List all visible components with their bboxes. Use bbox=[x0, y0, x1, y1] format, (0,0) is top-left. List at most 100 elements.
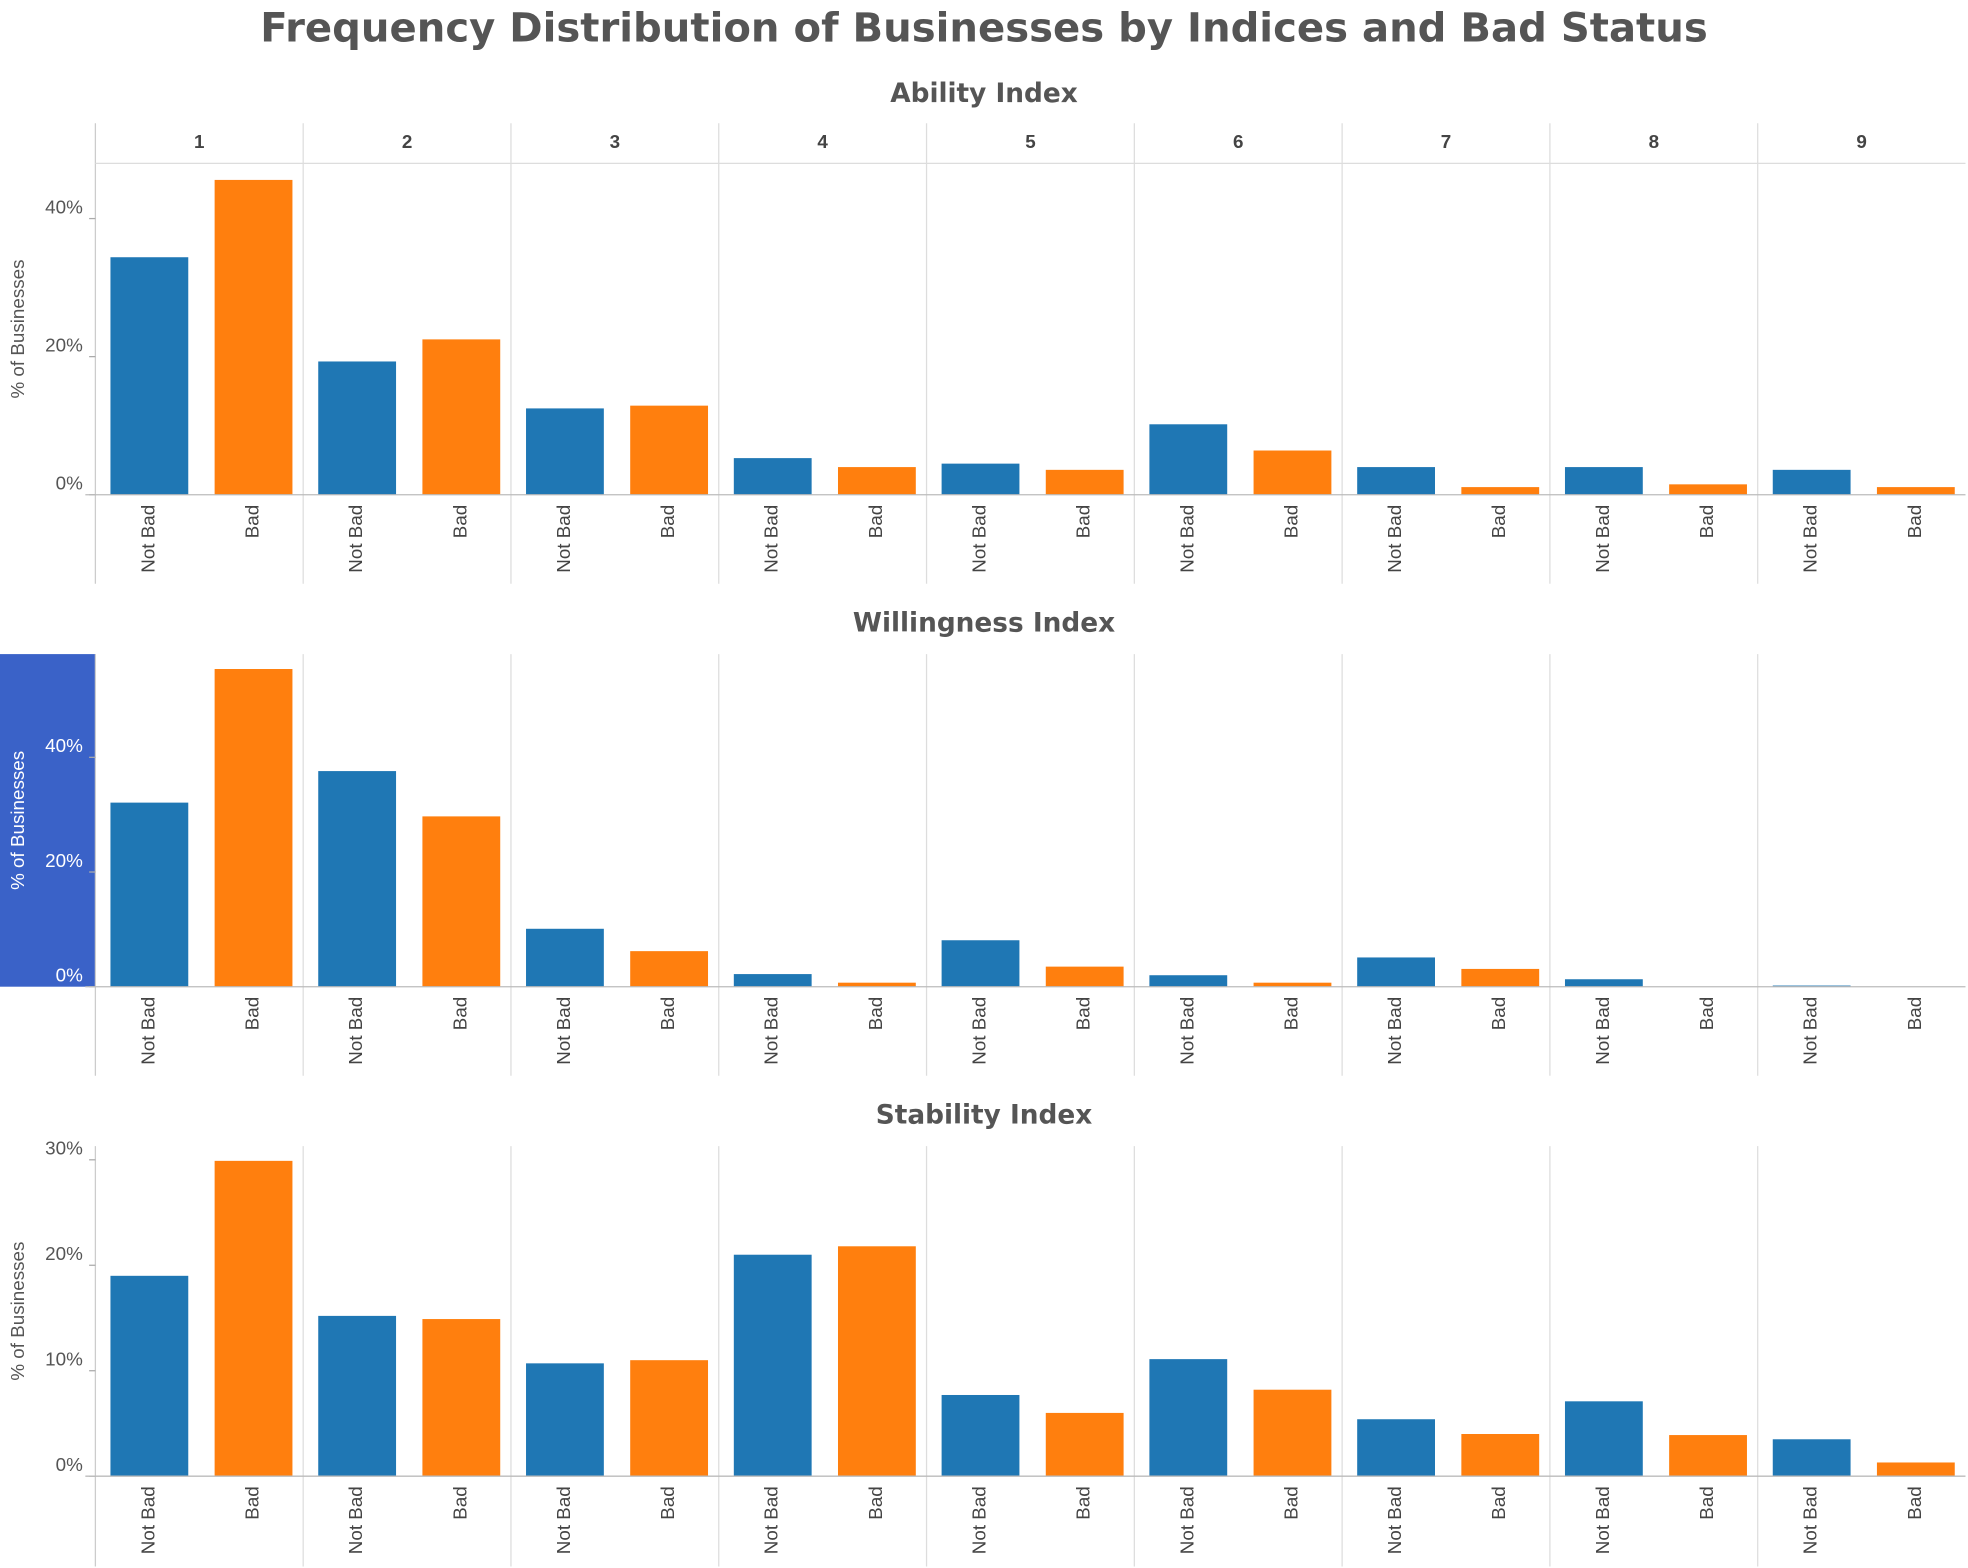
y-axis-title: % of Businesses bbox=[7, 1242, 28, 1381]
bar bbox=[837, 982, 916, 987]
bar bbox=[630, 1360, 709, 1477]
y-tick-label: 20% bbox=[45, 335, 83, 356]
facet-label: 4 bbox=[817, 131, 828, 152]
bar bbox=[941, 1394, 1020, 1477]
y-tick-label: 0% bbox=[56, 473, 83, 494]
y-tick-label: 20% bbox=[45, 1243, 83, 1264]
category-label: Bad bbox=[241, 997, 262, 1030]
category-label: Not Bad bbox=[1384, 997, 1405, 1065]
category-label: Bad bbox=[1488, 997, 1509, 1030]
facet-label: 5 bbox=[1025, 131, 1035, 152]
category-label: Bad bbox=[1696, 1486, 1717, 1519]
bar bbox=[318, 771, 397, 987]
category-label: Not Bad bbox=[553, 997, 574, 1065]
bar bbox=[1045, 469, 1124, 495]
bar bbox=[1461, 1434, 1540, 1477]
bar bbox=[1045, 1412, 1124, 1477]
category-label: Bad bbox=[1073, 997, 1094, 1030]
bar bbox=[733, 1254, 812, 1477]
bar bbox=[1357, 467, 1435, 495]
main-title: Frequency Distribution of Businesses by … bbox=[260, 5, 1707, 51]
bar bbox=[1045, 966, 1124, 987]
bar bbox=[1669, 1435, 1747, 1477]
bar bbox=[837, 1246, 916, 1477]
category-label: Not Bad bbox=[345, 997, 366, 1065]
category-label: Bad bbox=[241, 1486, 262, 1519]
category-label: Bad bbox=[1904, 505, 1925, 538]
bar bbox=[526, 408, 604, 495]
bar bbox=[630, 405, 709, 495]
y-axis-title: % of Businesses bbox=[7, 259, 28, 398]
category-label: Bad bbox=[1280, 505, 1301, 538]
facet-label: 6 bbox=[1233, 131, 1243, 152]
bar bbox=[1149, 1359, 1228, 1477]
facet-label: 3 bbox=[610, 131, 620, 152]
y-tick-label: 40% bbox=[45, 197, 83, 218]
category-label: Bad bbox=[1904, 1486, 1925, 1519]
y-tick-label: 10% bbox=[45, 1349, 83, 1370]
bar bbox=[733, 974, 812, 987]
chart-subtitle: Stability Index bbox=[876, 1100, 1093, 1130]
bar bbox=[318, 361, 397, 495]
category-label: Bad bbox=[1280, 997, 1301, 1030]
bar bbox=[1461, 487, 1540, 495]
category-label: Bad bbox=[657, 997, 678, 1030]
category-label: Bad bbox=[449, 1486, 470, 1519]
category-label: Bad bbox=[657, 1486, 678, 1519]
category-label: Not Bad bbox=[137, 505, 158, 573]
bar bbox=[630, 951, 709, 987]
facet-label: 7 bbox=[1441, 131, 1451, 152]
category-label: Bad bbox=[1696, 997, 1717, 1030]
bar bbox=[1357, 1419, 1435, 1477]
category-label: Not Bad bbox=[1800, 1486, 1821, 1554]
bar bbox=[1149, 975, 1228, 987]
bar bbox=[1253, 1389, 1332, 1477]
bar bbox=[1669, 484, 1747, 495]
bar bbox=[837, 467, 916, 495]
category-label: Not Bad bbox=[345, 505, 366, 573]
bar bbox=[1149, 424, 1228, 495]
y-tick-label: 0% bbox=[56, 1454, 83, 1475]
category-label: Not Bad bbox=[968, 505, 989, 573]
category-label: Bad bbox=[865, 997, 886, 1030]
chart-subtitle: Ability Index bbox=[890, 79, 1078, 109]
bar bbox=[214, 669, 293, 987]
bar bbox=[110, 802, 189, 987]
chart-subtitle: Willingness Index bbox=[853, 608, 1115, 638]
y-tick-label: 0% bbox=[56, 965, 83, 986]
category-label: Bad bbox=[1280, 1486, 1301, 1519]
y-tick-label: 30% bbox=[45, 1138, 83, 1159]
category-label: Not Bad bbox=[345, 1486, 366, 1554]
bar bbox=[1564, 467, 1643, 495]
facet-label: 9 bbox=[1856, 131, 1866, 152]
category-label: Not Bad bbox=[137, 1486, 158, 1554]
category-label: Not Bad bbox=[1592, 505, 1613, 573]
bar bbox=[1461, 968, 1540, 987]
bar bbox=[526, 928, 604, 987]
bar bbox=[941, 463, 1020, 495]
category-label: Not Bad bbox=[761, 997, 782, 1065]
bar bbox=[1564, 1401, 1643, 1477]
category-label: Not Bad bbox=[761, 505, 782, 573]
y-tick-label: 20% bbox=[45, 850, 83, 871]
bar bbox=[214, 179, 293, 495]
facet-label: 2 bbox=[402, 131, 412, 152]
category-label: Not Bad bbox=[137, 997, 158, 1065]
category-label: Bad bbox=[657, 505, 678, 538]
category-label: Not Bad bbox=[1800, 505, 1821, 573]
category-label: Not Bad bbox=[553, 505, 574, 573]
category-label: Not Bad bbox=[1176, 997, 1197, 1065]
category-label: Not Bad bbox=[1800, 997, 1821, 1065]
bar bbox=[1876, 1462, 1955, 1477]
category-label: Not Bad bbox=[1592, 1486, 1613, 1554]
category-label: Not Bad bbox=[1176, 1486, 1197, 1554]
category-label: Bad bbox=[865, 505, 886, 538]
category-label: Bad bbox=[1488, 1486, 1509, 1519]
category-label: Bad bbox=[241, 505, 262, 538]
bar bbox=[1876, 487, 1955, 495]
category-label: Not Bad bbox=[1384, 505, 1405, 573]
bar bbox=[941, 940, 1020, 987]
category-label: Bad bbox=[1488, 505, 1509, 538]
bar bbox=[1564, 979, 1643, 987]
bar bbox=[1772, 1439, 1851, 1477]
